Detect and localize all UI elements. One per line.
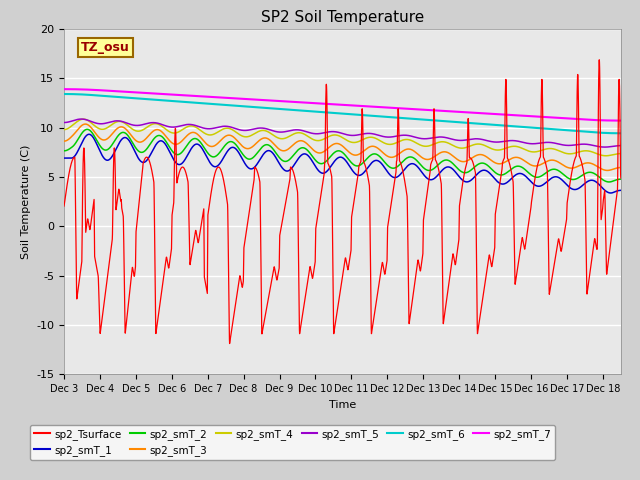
X-axis label: Time: Time [329, 400, 356, 409]
Legend: sp2_Tsurface, sp2_smT_1, sp2_smT_2, sp2_smT_3, sp2_smT_4, sp2_smT_5, sp2_smT_6, : sp2_Tsurface, sp2_smT_1, sp2_smT_2, sp2_… [30, 424, 555, 460]
Title: SP2 Soil Temperature: SP2 Soil Temperature [260, 10, 424, 25]
Text: TZ_osu: TZ_osu [81, 41, 129, 54]
Y-axis label: Soil Temperature (C): Soil Temperature (C) [20, 144, 31, 259]
